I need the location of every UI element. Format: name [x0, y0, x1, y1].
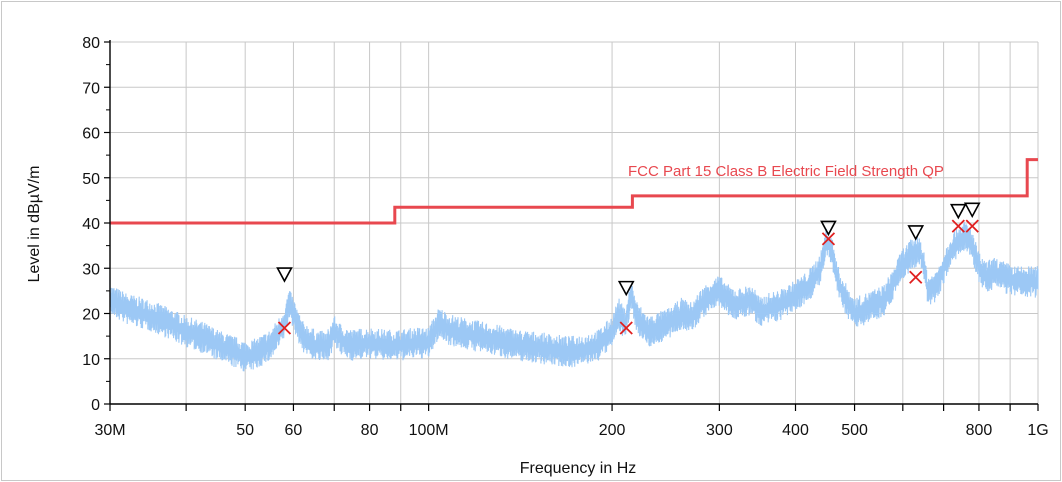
- x-tick-label: 50: [236, 422, 254, 439]
- y-tick-label: 20: [82, 307, 100, 324]
- x-tick-label: 30M: [94, 422, 125, 439]
- limit-line-label: FCC Part 15 Class B Electric Field Stren…: [628, 163, 944, 180]
- limit-line: [110, 158, 1038, 225]
- y-tick-label: 80: [82, 35, 100, 52]
- peak-marker: [617, 280, 635, 297]
- y-tick-label: 10: [82, 352, 100, 369]
- qp-marker: [821, 232, 836, 246]
- y-tick-label: 60: [82, 126, 100, 143]
- x-tick-label: 800: [966, 422, 993, 439]
- x-tick-label: 80: [361, 422, 379, 439]
- x-tick-label: 60: [285, 422, 303, 439]
- peak-marker: [907, 225, 925, 241]
- spectrum-trace: [109, 222, 1039, 372]
- peak-marker: [276, 267, 293, 283]
- y-tick-label: 0: [91, 397, 100, 414]
- x-tick-label: 200: [599, 422, 626, 439]
- qp-marker: [619, 321, 633, 335]
- spectrum-line: [109, 222, 1039, 372]
- peak-marker: [963, 202, 981, 219]
- y-axis-title: Level in dBµV/m: [26, 166, 43, 283]
- x-tick-label: 400: [782, 422, 809, 439]
- qp-marker: [951, 219, 965, 233]
- x-tick-label: 500: [841, 422, 868, 439]
- peak-marker: [949, 203, 967, 220]
- axes: 0 10 20 30 40 50 60 70 80 30M 50 60 80 100M 200 300 400 5…: [82, 35, 1048, 439]
- qp-marker: [909, 270, 923, 284]
- y-tick-label: 50: [82, 171, 100, 188]
- y-tick-label: 40: [82, 216, 100, 233]
- y-tick-label: 30: [82, 261, 100, 278]
- y-tick-label: 70: [82, 80, 100, 97]
- x-tick-label: 100M: [409, 422, 449, 439]
- limit-step-line: [110, 158, 1038, 225]
- x-tick-label: 300: [706, 422, 733, 439]
- qp-marker: [965, 219, 979, 233]
- x-axis-title: Frequency in Hz: [520, 460, 637, 477]
- x-tick-label: 1G: [1027, 422, 1048, 439]
- peak-marker: [820, 220, 837, 237]
- qp-marker: [277, 321, 292, 335]
- markers: [276, 202, 981, 335]
